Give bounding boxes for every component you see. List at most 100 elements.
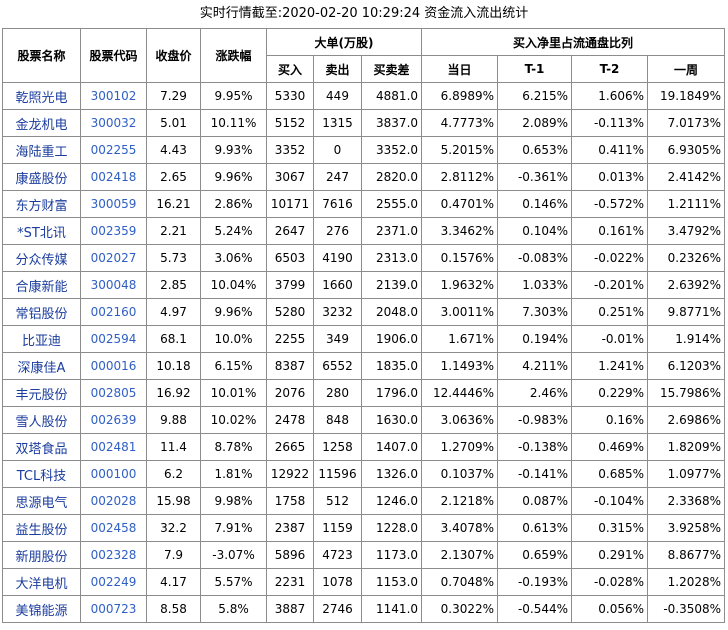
cell: 2647 bbox=[266, 217, 314, 245]
stock-code: 000723 bbox=[80, 595, 147, 623]
cell: 4723 bbox=[313, 541, 362, 569]
cell: 2.1307% bbox=[421, 541, 499, 569]
header-row: 股票名称 股票代码 收盘价 涨跌幅 大单(万股) 买入净里占流通盘比列 bbox=[2, 28, 726, 83]
cell: 1228.0 bbox=[360, 514, 423, 542]
cell: 5.73 bbox=[146, 244, 201, 272]
cell: 4.97 bbox=[146, 298, 201, 326]
cell: 7.91% bbox=[200, 514, 267, 542]
cell: 1.0977% bbox=[647, 460, 726, 488]
stock-code: 300059 bbox=[80, 190, 147, 218]
data-row: 东方财富 300059 16.21 2.86% 10171 7616 2555.0 0.470… bbox=[2, 190, 726, 218]
cell: 3352.0 bbox=[360, 136, 423, 164]
cell: 5.2015% bbox=[421, 136, 499, 164]
column-header: T-2 bbox=[571, 55, 649, 83]
cell: 4.7773% bbox=[421, 109, 499, 137]
cell: 280 bbox=[313, 379, 362, 407]
cell: 3.0011% bbox=[421, 298, 499, 326]
cell: 1.1493% bbox=[421, 352, 499, 380]
stock-code: 002639 bbox=[80, 406, 147, 434]
cell: 15.98 bbox=[146, 487, 201, 515]
stock-name: 比亚迪 bbox=[2, 325, 81, 353]
data-row: 金龙机电 300032 5.01 10.11% 5152 1315 3837.0 4.7773… bbox=[2, 109, 726, 137]
cell: 5152 bbox=[266, 109, 314, 137]
stock-name: 新朋股份 bbox=[2, 541, 81, 569]
cell: 8.78% bbox=[200, 433, 267, 461]
cell: 1078 bbox=[313, 568, 362, 596]
cell: 2231 bbox=[266, 568, 314, 596]
cell: 6.9305% bbox=[647, 136, 726, 164]
cell: 11596 bbox=[313, 460, 362, 488]
cell: 3887 bbox=[266, 595, 314, 623]
data-row: 常铝股份 002160 4.97 9.96% 5280 3232 2048.0 3.0011%… bbox=[2, 298, 726, 326]
stock-code: 002359 bbox=[80, 217, 147, 245]
cell: 0.685% bbox=[571, 460, 649, 488]
stock-code: 002249 bbox=[80, 568, 147, 596]
cell: 0.3022% bbox=[421, 595, 499, 623]
cell: 0.16% bbox=[571, 406, 649, 434]
cell: 2255 bbox=[266, 325, 314, 353]
stock-name: 常铝股份 bbox=[2, 298, 81, 326]
cell: 2139.0 bbox=[360, 271, 423, 299]
cell: 1.914% bbox=[647, 325, 726, 353]
data-row: 海陆重工 002255 4.43 9.93% 3352 0 3352.0 5.2015% 0.6… bbox=[2, 136, 726, 164]
cell: 10.11% bbox=[200, 109, 267, 137]
cell: 6.2 bbox=[146, 460, 201, 488]
column-header: 一周 bbox=[647, 55, 726, 83]
cell: 3.06% bbox=[200, 244, 267, 272]
data-row: 合康新能 300048 2.85 10.04% 3799 1660 2139.0 1.9632… bbox=[2, 271, 726, 299]
cell: 0.194% bbox=[497, 325, 573, 353]
stock-code: 002027 bbox=[80, 244, 147, 272]
cell: 2478 bbox=[266, 406, 314, 434]
cell: 1660 bbox=[313, 271, 362, 299]
cell: 0.1576% bbox=[421, 244, 499, 272]
cell: 2746 bbox=[313, 595, 362, 623]
cell: 1246.0 bbox=[360, 487, 423, 515]
cell: -0.138% bbox=[497, 433, 573, 461]
stock-name: 东方财富 bbox=[2, 190, 81, 218]
data-row: TCL科技 000100 6.2 1.81% 12922 11596 1326.0 0.103… bbox=[2, 460, 726, 488]
cell: 512 bbox=[313, 487, 362, 515]
cell: 0.104% bbox=[497, 217, 573, 245]
page-title: 实时行情截至:2020-02-20 10:29:24 资金流入流出统计 bbox=[199, 6, 529, 21]
cell: 2.65 bbox=[146, 163, 201, 191]
stock-name: TCL科技 bbox=[2, 460, 81, 488]
cell: 8.8677% bbox=[647, 541, 726, 569]
cell: 10.18 bbox=[146, 352, 201, 380]
cell: 3067 bbox=[266, 163, 314, 191]
stock-code: 002328 bbox=[80, 541, 147, 569]
stock-name: *ST北讯 bbox=[2, 217, 81, 245]
stock-name: 金龙机电 bbox=[2, 109, 81, 137]
cell: -0.983% bbox=[497, 406, 573, 434]
cell: 9.96% bbox=[200, 298, 267, 326]
stock-code: 000016 bbox=[80, 352, 147, 380]
column-header: 买入 bbox=[266, 55, 314, 83]
cell: 2820.0 bbox=[360, 163, 423, 191]
cell: 10.0% bbox=[200, 325, 267, 353]
cell: 2.089% bbox=[497, 109, 573, 137]
cell: -0.141% bbox=[497, 460, 573, 488]
cell: 1.033% bbox=[497, 271, 573, 299]
cell: 0.2326% bbox=[647, 244, 726, 272]
cell: 4190 bbox=[313, 244, 362, 272]
stock-code: 002805 bbox=[80, 379, 147, 407]
cell: 1.2111% bbox=[647, 190, 726, 218]
cell: 3.4078% bbox=[421, 514, 499, 542]
cell: 16.21 bbox=[146, 190, 201, 218]
cell: 2.21 bbox=[146, 217, 201, 245]
cell: 6503 bbox=[266, 244, 314, 272]
cell: 2048.0 bbox=[360, 298, 423, 326]
column-header: 卖出 bbox=[313, 55, 362, 83]
data-row: 乾照光电 300102 7.29 9.95% 5330 449 4881.0 6.8989% 6… bbox=[2, 82, 726, 110]
cell: 848 bbox=[313, 406, 362, 434]
stock-code: 000100 bbox=[80, 460, 147, 488]
column-header: 涨跌幅 bbox=[200, 28, 267, 83]
cell: 3352 bbox=[266, 136, 314, 164]
cell: 10171 bbox=[266, 190, 314, 218]
cell: 2.86% bbox=[200, 190, 267, 218]
cell: -0.193% bbox=[497, 568, 573, 596]
cell: 1630.0 bbox=[360, 406, 423, 434]
cell: -0.544% bbox=[497, 595, 573, 623]
cell: -0.022% bbox=[571, 244, 649, 272]
data-row: *ST北讯 002359 2.21 5.24% 2647 276 2371.0 3.3462%… bbox=[2, 217, 726, 245]
